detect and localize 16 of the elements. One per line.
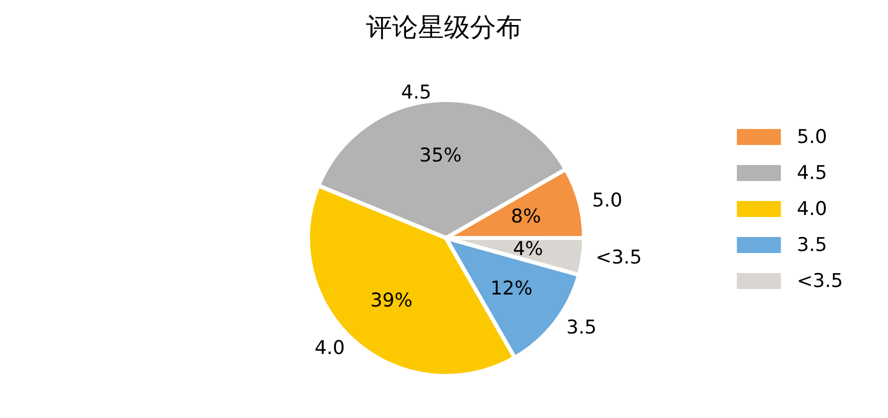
data-label: 39%: [370, 289, 413, 312]
slice-label: 4.5: [401, 81, 432, 104]
data-label: 12%: [490, 278, 533, 300]
legend-label: 3.5: [796, 234, 828, 256]
legend-label: 4.0: [796, 198, 828, 220]
legend-label: <3.5: [796, 270, 844, 292]
slice-label: 3.5: [566, 316, 597, 338]
slice-label: <3.5: [596, 246, 642, 269]
data-label: 35%: [419, 144, 462, 166]
data-label: 4%: [512, 238, 544, 260]
slice-label: 4.0: [314, 336, 345, 359]
slice-label: 5.0: [592, 189, 622, 212]
legend-label: 5.0: [796, 126, 828, 148]
chart-title: 评论星级分布: [366, 13, 522, 43]
legend-label: 4.5: [796, 162, 828, 184]
data-label: 8%: [510, 206, 542, 228]
